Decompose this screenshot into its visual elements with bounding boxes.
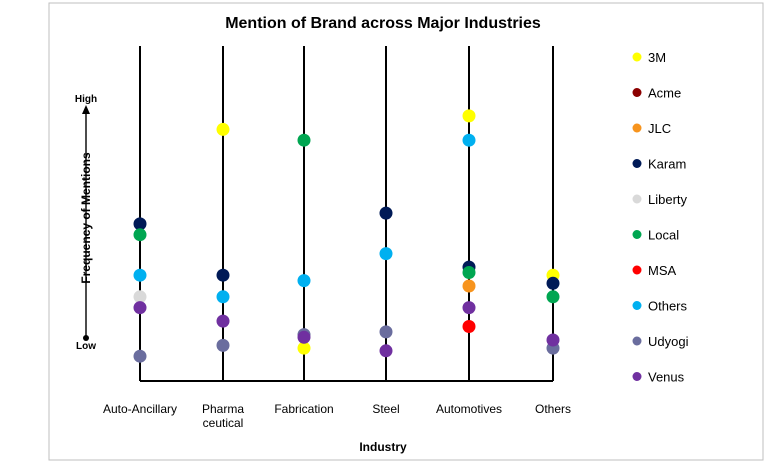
y-axis-low-label: Low [76,341,96,352]
data-point [379,325,393,339]
legend: 3M Acme JLC Karam Liberty Local MSA Others Udyog… [632,50,689,385]
data-point [297,341,311,355]
data-point [297,133,311,147]
data-point [216,290,230,304]
data-point [216,268,230,282]
data-point [133,228,147,242]
data-point [462,266,476,279]
x-tick-label: Automotives [436,402,502,416]
legend-entry: JLC [648,121,671,136]
data-point [297,274,311,288]
y-axis-arrowhead [82,105,90,114]
data-point [133,301,147,315]
x-tick-label: Steel [372,402,399,416]
data-point [216,314,230,328]
data-point [379,206,393,220]
data-point [546,333,560,347]
y-axis-origin-dot [83,335,89,341]
data-point [133,217,147,231]
legend-swatch [632,52,642,62]
y-axis-high-label: High [75,94,97,105]
data-point [216,122,230,136]
legend-entry: Local [648,228,679,243]
chart-frame [48,2,764,461]
legend-swatch [632,265,642,275]
legend-entry: Karam [648,157,686,172]
legend-swatch [632,372,642,381]
data-point [379,344,393,358]
data-point [462,109,476,123]
legend-swatch [632,88,642,97]
x-tick-label: Fabrication [274,402,333,416]
x-tick-label: Others [535,402,571,416]
legend-swatch [632,123,642,133]
y-axis: High Low Frequency of Mentions [75,94,97,352]
legend-swatch [632,230,642,239]
data-point [297,330,311,344]
y-axis-title: Frequency of Mentions [79,152,93,284]
legend-entry: MSA [648,263,677,278]
data-point [379,247,393,261]
x-tick-label: ceutical [203,416,244,430]
legend-entry: Venus [648,370,685,385]
data-points [133,109,560,363]
legend-swatch [632,301,642,310]
data-point [133,268,147,282]
legend-swatch [632,336,642,346]
data-point [216,338,230,352]
x-axis-title: Industry [359,440,407,454]
data-point [462,133,476,147]
data-point [133,349,147,363]
x-tick-label: Auto-Ancillary [103,402,177,416]
legend-swatch [632,159,642,168]
chart-title: Mention of Brand across Major Industries [225,15,541,32]
x-tick-label: Pharma [202,402,244,416]
legend-swatch [632,194,642,204]
data-point [546,290,560,304]
legend-entry: Acme [648,86,681,101]
legend-entry: Liberty [648,192,688,207]
data-point [462,320,476,333]
data-point [546,276,560,290]
legend-entry: Udyogi [648,334,689,349]
data-point [462,279,476,293]
legend-entry: Others [648,299,688,314]
legend-entry: 3M [648,50,666,65]
data-point [462,301,476,315]
data-point [133,290,147,304]
